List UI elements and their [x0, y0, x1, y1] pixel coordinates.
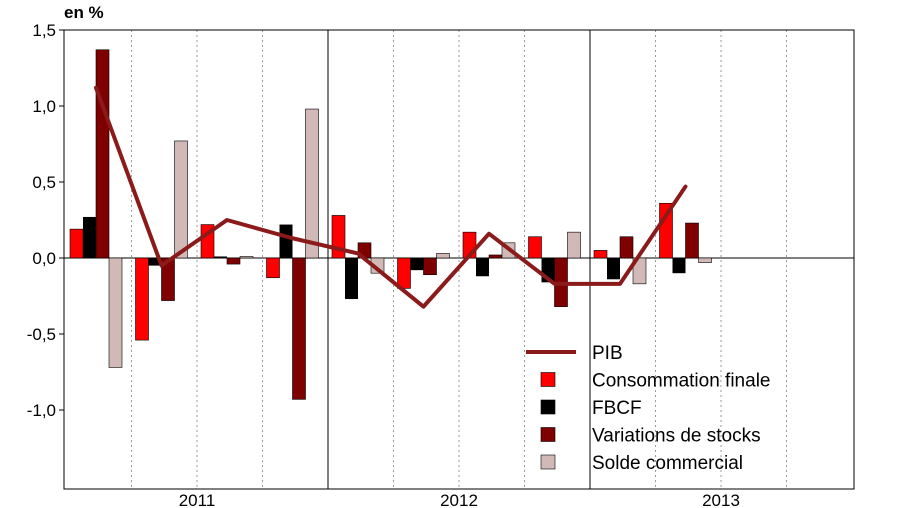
y-tick-label: 1,0 — [32, 97, 56, 116]
y-tick-label: -1,0 — [27, 401, 56, 420]
year-separators — [327, 30, 591, 489]
x-year-label: 2013 — [702, 491, 740, 508]
plot-frame — [63, 29, 855, 490]
y-tick-label: 0,5 — [32, 173, 56, 192]
x-year-label: 2012 — [440, 491, 478, 508]
bar-fbcf — [83, 216, 96, 258]
bar-consommation-finale — [135, 257, 149, 341]
legend-label-variations-de-stocks: Variations de stocks — [592, 426, 761, 447]
legend-label-fbcf: FBCF — [592, 398, 642, 419]
legend-swatch-consommation-finale — [540, 372, 556, 387]
bar-variations-de-stocks — [161, 257, 175, 301]
x-axis-labels: 2011 2012 2013 — [179, 491, 740, 508]
grid-lines — [131, 30, 787, 489]
bar-variations-de-stocks — [226, 257, 241, 265]
bar-solde-commercial — [436, 253, 450, 259]
pib-line — [94, 85, 688, 309]
bar-fbcf — [672, 258, 686, 274]
x-year-label: 2011 — [179, 491, 216, 508]
bar-variations-de-stocks — [488, 254, 503, 259]
legend-swatch-variations-de-stocks — [540, 427, 556, 442]
bar-solde-commercial — [698, 257, 712, 263]
bar-variations-de-stocks — [95, 49, 110, 259]
bar-fbcf — [345, 258, 358, 300]
bar-fbcf — [476, 258, 489, 277]
bar-solde-commercial — [567, 231, 581, 259]
bars — [69, 49, 712, 400]
bar-solde-commercial — [305, 108, 319, 259]
y-tick-label: 0,0 — [32, 249, 56, 268]
bar-consommation-finale — [69, 228, 84, 259]
bar-solde-commercial — [108, 257, 123, 368]
legend: PIB Consommation finale FBCF Variations de … — [526, 343, 770, 474]
legend-swatch-fbcf — [540, 399, 556, 415]
bar-solde-commercial — [239, 256, 254, 259]
y-tick-label: -0,5 — [27, 325, 56, 344]
bar-variations-de-stocks — [292, 257, 306, 400]
bar-variations-de-stocks — [619, 236, 634, 259]
bar-consommation-finale — [397, 257, 411, 289]
legend-swatch-solde-commercial — [540, 454, 556, 470]
bar-consommation-finale — [528, 236, 542, 259]
y-axis-ticks: 1,5 1,0 0,5 0,0 -0,5 -1,0 — [27, 21, 64, 420]
legend-label-consommation-finale: Consommation finale — [592, 371, 770, 392]
bar-fbcf — [279, 224, 293, 258]
bar-solde-commercial — [174, 140, 188, 259]
y-tick-label: 1,5 — [32, 21, 56, 40]
unit-label: en % — [64, 3, 104, 22]
legend-label-pib: PIB — [592, 343, 623, 364]
bar-fbcf — [410, 258, 424, 271]
bar-consommation-finale — [593, 250, 608, 259]
bar-fbcf — [607, 258, 620, 280]
bar-variations-de-stocks — [685, 222, 699, 259]
bar-fbcf — [148, 258, 162, 266]
bar-variations-de-stocks — [423, 257, 437, 276]
legend-label-solde-commercial: Solde commercial — [592, 453, 743, 474]
bar-consommation-finale — [266, 257, 280, 279]
bar-fbcf — [214, 256, 227, 258]
